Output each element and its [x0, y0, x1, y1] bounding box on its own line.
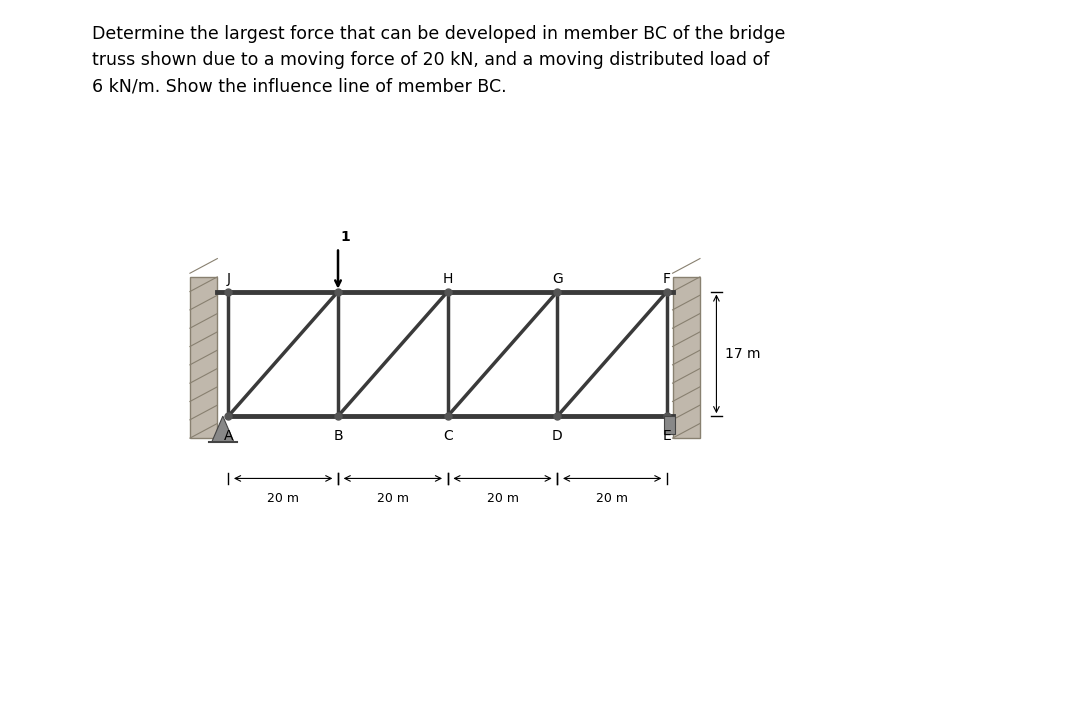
Polygon shape [673, 277, 700, 438]
Text: A: A [224, 429, 233, 443]
Text: G: G [552, 272, 563, 286]
Text: I: I [336, 272, 340, 286]
Text: 20 m: 20 m [486, 491, 518, 505]
Text: 17 m: 17 m [725, 347, 760, 361]
Text: Determine the largest force that can be developed in member BC of the bridge
tru: Determine the largest force that can be … [92, 25, 785, 95]
Text: F: F [663, 272, 671, 286]
Text: 20 m: 20 m [377, 491, 409, 505]
Text: H: H [443, 272, 453, 286]
Text: 20 m: 20 m [267, 491, 299, 505]
Bar [664, 416, 675, 435]
Text: D: D [552, 429, 563, 443]
Text: C: C [443, 429, 453, 443]
Text: J: J [227, 272, 230, 286]
Polygon shape [190, 277, 217, 438]
Text: E: E [663, 429, 672, 443]
Text: 1: 1 [341, 230, 351, 244]
Text: B: B [334, 429, 342, 443]
Polygon shape [212, 416, 233, 442]
Text: 20 m: 20 m [596, 491, 629, 505]
